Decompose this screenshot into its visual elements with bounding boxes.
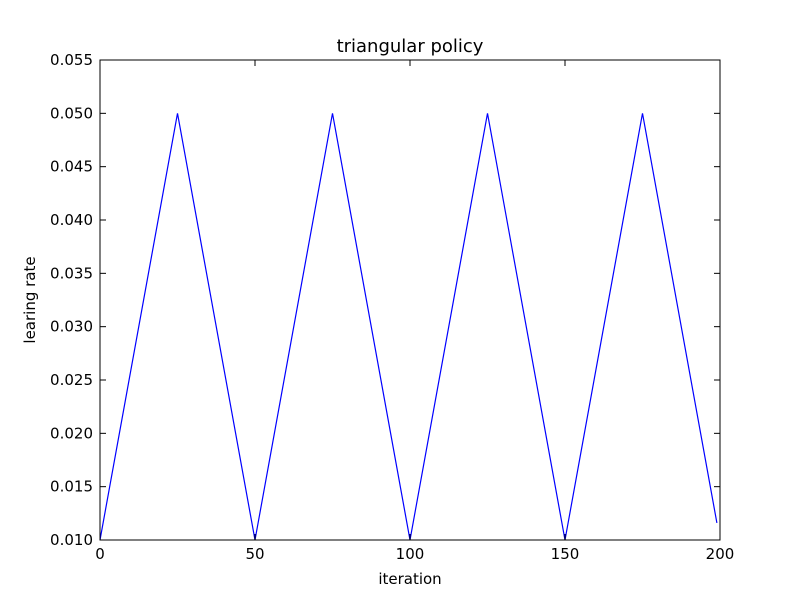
y-tick-label: 0.010 — [50, 531, 93, 549]
y-tick-label: 0.050 — [50, 104, 93, 122]
y-tick-label: 0.035 — [50, 264, 93, 282]
x-tick-label: 0 — [95, 545, 105, 563]
y-tick-label: 0.025 — [50, 371, 93, 389]
plot-area — [100, 60, 720, 540]
chart-title: triangular policy — [337, 36, 484, 57]
x-tick-label: 50 — [245, 545, 264, 563]
y-tick-label: 0.045 — [50, 158, 93, 176]
x-tick-label: 150 — [551, 545, 580, 563]
y-axis-ticks: 0.010 0.015 0.020 0.025 0.030 0.035 0.040 0.045… — [50, 51, 720, 549]
y-tick-label: 0.015 — [50, 478, 93, 496]
y-tick-label: 0.040 — [50, 211, 93, 229]
x-tick-label: 100 — [396, 545, 425, 563]
y-tick-label: 0.020 — [50, 424, 93, 442]
x-axis-ticks: 0 50 100 150 200 — [95, 60, 734, 563]
y-axis-label: learing rate — [21, 256, 39, 343]
x-axis-label: iteration — [378, 570, 441, 588]
y-tick-label: 0.055 — [50, 51, 93, 69]
y-tick-label: 0.030 — [50, 318, 93, 336]
x-tick-label: 200 — [706, 545, 735, 563]
